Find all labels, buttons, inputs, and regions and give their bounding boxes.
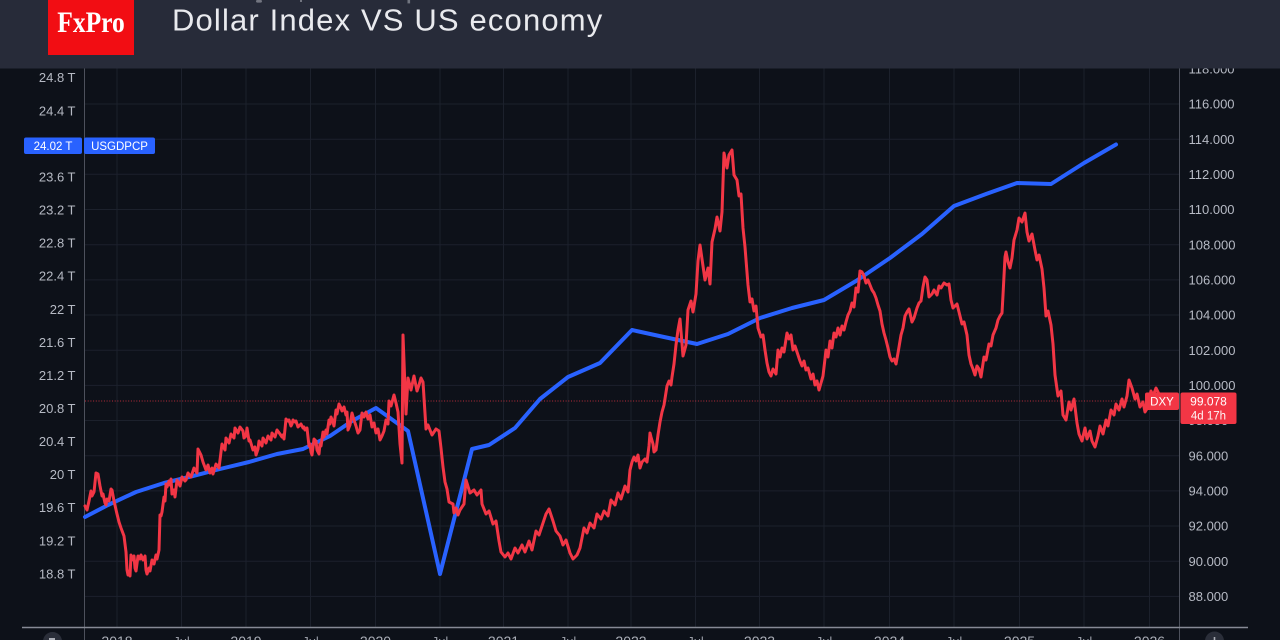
svg-text:102.000: 102.000	[1189, 343, 1236, 358]
svg-text:Jul: Jul	[302, 634, 319, 640]
svg-text:22.8 T: 22.8 T	[39, 236, 76, 251]
svg-text:18.8 T: 18.8 T	[39, 566, 76, 581]
svg-text:88.000: 88.000	[1189, 589, 1229, 604]
svg-text:2021: 2021	[488, 633, 519, 640]
svg-text:DXY: DXY	[1150, 397, 1174, 409]
svg-text:19.2 T: 19.2 T	[39, 533, 76, 548]
svg-text:99.078: 99.078	[1190, 395, 1227, 409]
svg-text:92.000: 92.000	[1189, 519, 1229, 534]
svg-text:22 T: 22 T	[50, 302, 76, 317]
svg-text:2020: 2020	[360, 633, 391, 640]
svg-text:96.000: 96.000	[1189, 448, 1229, 463]
svg-text:106.000: 106.000	[1189, 273, 1236, 288]
svg-text:Jul: Jul	[432, 634, 449, 640]
svg-text:24.8 T: 24.8 T	[39, 70, 76, 85]
svg-text:20.4 T: 20.4 T	[39, 434, 76, 449]
svg-text:2019: 2019	[230, 633, 261, 640]
svg-text:23.2 T: 23.2 T	[39, 203, 76, 218]
svg-text:19.6 T: 19.6 T	[39, 500, 76, 515]
svg-text:24.4 T: 24.4 T	[39, 103, 76, 118]
svg-text:114.000: 114.000	[1189, 132, 1235, 147]
svg-text:Jul: Jul	[946, 634, 963, 640]
svg-text:Jul: Jul	[687, 634, 704, 640]
svg-text:Jul: Jul	[560, 634, 577, 640]
svg-text:2026: 2026	[1134, 633, 1165, 640]
svg-text:94.000: 94.000	[1189, 484, 1229, 499]
svg-text:110.000: 110.000	[1189, 202, 1235, 217]
svg-text:USGDPCP: USGDPCP	[91, 141, 148, 153]
svg-text:100.000: 100.000	[1189, 378, 1236, 393]
svg-text:24.02 T: 24.02 T	[34, 141, 73, 153]
svg-text:2025: 2025	[1004, 633, 1035, 640]
svg-text:90.000: 90.000	[1189, 554, 1229, 569]
svg-text:20.8 T: 20.8 T	[39, 401, 76, 416]
svg-text:2018: 2018	[101, 633, 132, 640]
svg-text:116.000: 116.000	[1189, 97, 1235, 112]
svg-text:Jul: Jul	[173, 634, 190, 640]
svg-text:20 T: 20 T	[50, 467, 76, 482]
svg-text:108.000: 108.000	[1189, 237, 1236, 252]
svg-text:112.000: 112.000	[1189, 167, 1235, 182]
svg-text:2024: 2024	[874, 633, 905, 640]
svg-text:4d 17h: 4d 17h	[1191, 411, 1226, 423]
svg-text:Jul: Jul	[1076, 634, 1093, 640]
svg-text:23.6 T: 23.6 T	[39, 169, 76, 184]
svg-text:21.6 T: 21.6 T	[39, 335, 76, 350]
svg-text:Dollar Index VS US economy: Dollar Index VS US economy	[172, 3, 603, 38]
svg-text:2022: 2022	[615, 633, 646, 640]
svg-text:2023: 2023	[744, 633, 775, 640]
svg-text:22.4 T: 22.4 T	[39, 269, 76, 284]
svg-text:Jul: Jul	[816, 634, 833, 640]
svg-text:21.2 T: 21.2 T	[39, 368, 76, 383]
svg-text:FxPro: FxPro	[57, 5, 124, 38]
svg-text:104.000: 104.000	[1189, 308, 1236, 323]
